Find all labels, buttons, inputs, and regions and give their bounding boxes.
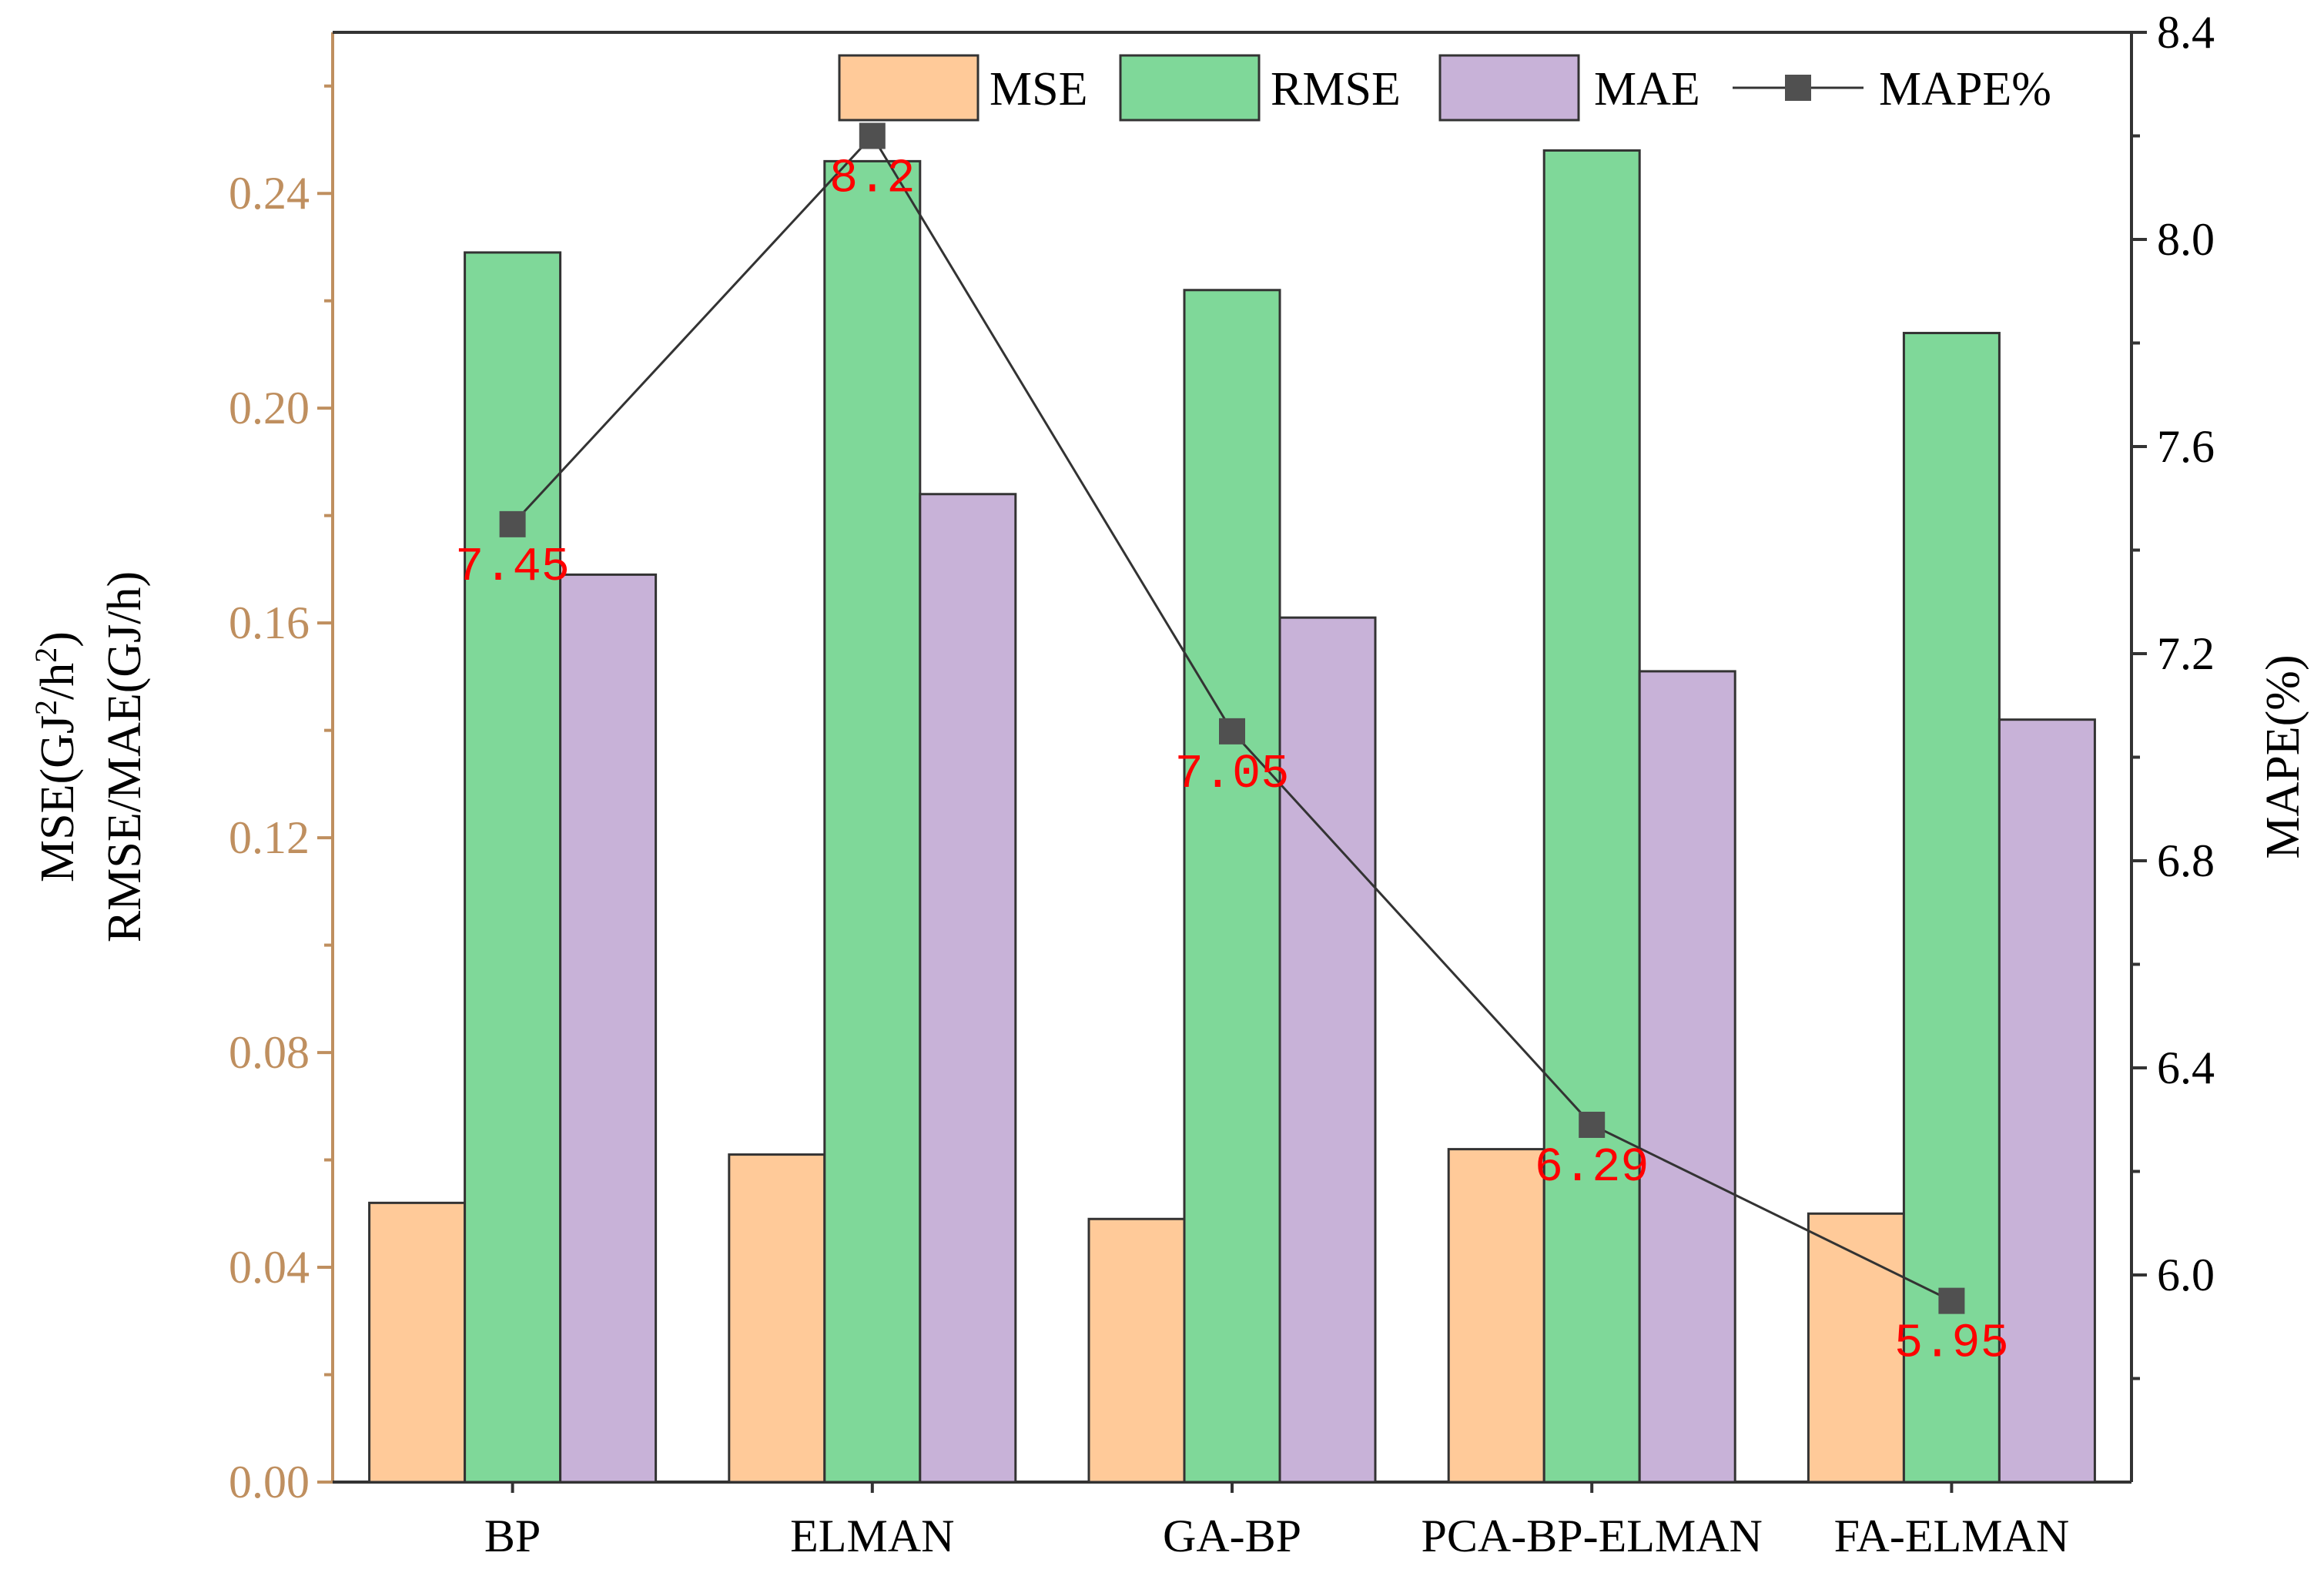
bar-mse	[1807, 1212, 1905, 1484]
right-tick-label: 7.2	[2157, 628, 2215, 679]
bar-mse	[1447, 1148, 1545, 1484]
left-axis-title-mid: /h	[32, 663, 84, 700]
bar-mae	[1998, 718, 2096, 1484]
mape-data-label: 7.05	[1175, 747, 1290, 801]
category-label: FA-ELMAN	[1834, 1511, 2070, 1561]
left-tick-label: 0.00	[229, 1457, 310, 1507]
left-tick-label: 0.04	[229, 1242, 310, 1293]
legend-label-mse: MSE	[990, 63, 1087, 115]
right-tick-label: 7.6	[2157, 421, 2215, 472]
mape-marker	[1938, 1287, 1965, 1314]
left-axis-title: MSE(GJ2/h2)	[28, 631, 85, 882]
left-tick-label: 0.20	[229, 383, 310, 433]
bar-rmse	[464, 251, 562, 1484]
mape-marker	[499, 510, 526, 537]
bar-mse	[1087, 1217, 1186, 1484]
mape-data-label: 7.45	[455, 540, 570, 594]
right-tick-label: 6.4	[2157, 1042, 2215, 1093]
category-label: GA-BP	[1163, 1511, 1301, 1561]
bar-rmse	[1542, 149, 1641, 1484]
legend: MSE RMSE MAE MAPE%	[838, 54, 2051, 122]
right-axis-ticks: 6.0 6.4 6.8 7.2 7.6 8.0 8.4	[2131, 7, 2215, 1380]
right-axis-title: MAPE(%)	[2257, 654, 2309, 858]
legend-swatch-mse	[838, 54, 979, 122]
legend-label-rmse: RMSE	[1271, 63, 1401, 115]
mape-data-label: 5.95	[1894, 1317, 2009, 1371]
left-tick-label: 0.08	[229, 1027, 310, 1078]
bar-series	[368, 149, 2096, 1484]
left-axis-title-sup1: 2	[28, 700, 63, 715]
bar-mae	[1278, 616, 1377, 1484]
left-axis-title-line2: RMSE/MAE(GJ/h)	[99, 571, 151, 942]
mape-data-label: 6.29	[1535, 1140, 1649, 1195]
left-axis-ticks: 0.00 0.04 0.08 0.12 0.16 0.20 0.24	[229, 84, 333, 1507]
legend-label-mape: MAPE%	[1879, 63, 2051, 115]
bar-mse	[368, 1201, 467, 1484]
right-tick-label: 8.4	[2157, 7, 2215, 58]
legend-swatch-rmse	[1119, 54, 1261, 122]
left-axis-title-prefix: MSE(GJ	[32, 715, 84, 882]
mape-marker	[859, 122, 886, 149]
mape-marker	[1579, 1111, 1606, 1138]
category-label: BP	[484, 1511, 541, 1561]
mape-line-series: 7.45 8.2 7.05 6.29 5.95	[455, 122, 2009, 1371]
right-tick-label: 6.8	[2157, 835, 2215, 886]
left-axis-title-suffix: )	[32, 631, 84, 647]
legend-label-mae: MAE	[1594, 63, 1700, 115]
bar-mae	[1638, 670, 1736, 1484]
category-label: PCA-BP-ELMAN	[1422, 1511, 1763, 1561]
mape-data-label: 8.2	[829, 152, 916, 206]
mape-marker	[1219, 718, 1245, 745]
bar-mse	[728, 1153, 826, 1484]
right-tick-label: 8.0	[2157, 214, 2215, 265]
left-tick-label: 0.24	[229, 168, 310, 219]
left-axis-title-sup2: 2	[28, 647, 63, 663]
legend-marker-mape	[1785, 75, 1811, 101]
category-labels: BP ELMAN GA-BP PCA-BP-ELMAN FA-ELMAN	[484, 1482, 2069, 1561]
right-tick-label: 6.0	[2157, 1250, 2215, 1300]
left-tick-label: 0.12	[229, 812, 310, 863]
category-label: ELMAN	[790, 1511, 954, 1561]
left-tick-label: 0.16	[229, 597, 310, 648]
bar-rmse	[823, 159, 922, 1484]
bar-mae	[559, 573, 658, 1484]
bar-mae	[919, 493, 1017, 1484]
bar-rmse	[1183, 289, 1281, 1484]
legend-swatch-mae	[1438, 54, 1580, 122]
